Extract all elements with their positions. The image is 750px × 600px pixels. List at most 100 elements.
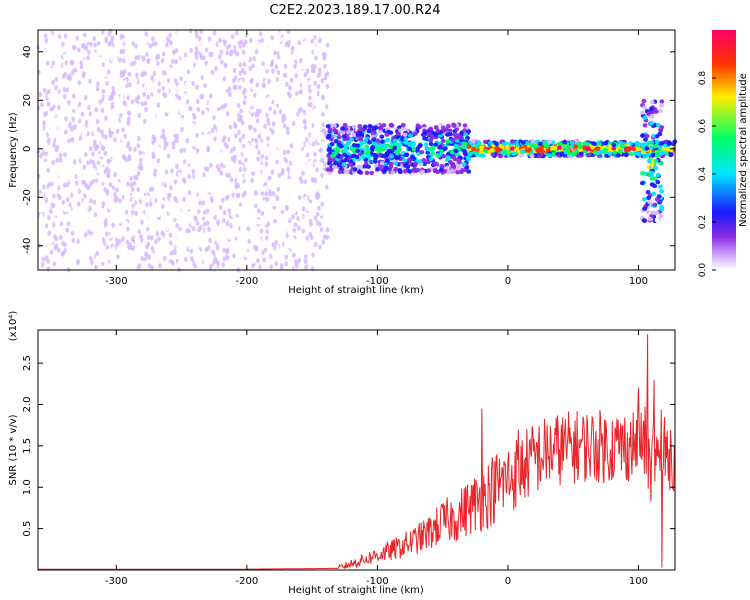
spectrogram-cell (644, 146, 650, 151)
x-tick-label: 100 (629, 276, 648, 287)
spectrogram-cell (223, 62, 228, 68)
spectrogram-cell (75, 115, 79, 122)
spectrogram-cell (186, 199, 190, 206)
spectrogram-cell (165, 107, 169, 113)
spectrogram-cell (186, 218, 191, 224)
spectrogram-cell (637, 152, 642, 157)
spectrogram-cell (147, 171, 151, 177)
spectrogram-cell (272, 201, 276, 207)
spectrogram-cell (62, 215, 66, 221)
spectrogram-cell (87, 246, 92, 252)
spectrogram-cell (225, 247, 230, 253)
spectrogram-cell (229, 177, 234, 183)
spectrogram-cell (156, 126, 161, 132)
spectrogram-cell (38, 108, 43, 114)
spectrogram-cell (151, 36, 155, 42)
spectrogram-cell (482, 139, 488, 145)
spectrogram-cell (433, 167, 438, 173)
spectrogram-cell (186, 69, 191, 75)
spectrogram-cell (234, 182, 239, 188)
spectrogram-cell (144, 221, 148, 227)
spectrogram-cell (66, 207, 70, 213)
spectrogram-cell (56, 172, 61, 178)
spectrogram-cell (150, 197, 155, 203)
spectrogram-cell (181, 191, 185, 197)
spectrogram-cell (52, 142, 56, 148)
spectrogram-cell (226, 168, 230, 174)
spectrogram-cell (187, 204, 192, 210)
spectrogram-cell (457, 160, 462, 165)
spectrogram-cell (63, 33, 68, 39)
spectrogram-cell (331, 164, 337, 170)
spectrogram-cell (428, 156, 434, 162)
spectrogram-cell (306, 206, 311, 212)
spectrogram-cell (299, 214, 304, 220)
spectrogram-cell (105, 266, 109, 272)
spectrogram-cell (126, 110, 131, 116)
spectrogram-cell (230, 120, 234, 126)
spectrogram-cell (225, 58, 229, 64)
spectrogram-cell (153, 198, 158, 204)
spectrogram-cell (363, 161, 369, 166)
colorbar-label: Normalized spectral amplitude (738, 73, 749, 227)
spectrogram-cell (144, 106, 148, 112)
spectrogram-cell (157, 211, 161, 217)
spectrogram-cell (372, 152, 378, 158)
spectrogram-cell (79, 211, 84, 217)
spectrogram-cell (419, 150, 425, 155)
spectrogram-cell (312, 200, 317, 206)
spectrogram-cell (501, 141, 507, 147)
spectrogram-cell (196, 249, 201, 255)
spectrogram-cell (178, 64, 182, 70)
spectrogram-cell (267, 71, 272, 77)
spectrogram-cell (78, 163, 82, 169)
spectrogram-cell (119, 33, 124, 39)
spectrogram-cell (223, 39, 227, 45)
spectrogram-cell (279, 249, 284, 255)
spectrogram-cell (266, 120, 271, 126)
spectrogram-cell (123, 170, 128, 176)
spectrogram-cell (184, 81, 189, 88)
spectrogram-cell (317, 153, 322, 159)
spectrogram-cell (136, 135, 141, 142)
snr-background (38, 330, 675, 570)
spectrogram-cell (161, 128, 166, 134)
spectrogram-cell (121, 236, 125, 242)
spectrogram-cell (315, 167, 320, 173)
spectrogram-cell (263, 123, 267, 129)
spectrogram-cell (246, 226, 251, 232)
spectrogram-cell (100, 159, 105, 166)
spectrogram-cell (379, 139, 385, 144)
spectrogram-cell (631, 146, 636, 152)
spectrogram-cell (276, 69, 281, 75)
spectrogram-cell (254, 203, 258, 209)
spectrogram-cell (273, 218, 277, 224)
spectrogram-cell (628, 151, 634, 157)
spectrogram-cell (150, 186, 155, 192)
spectrogram-cell (297, 116, 301, 123)
spectrogram-cell (297, 194, 302, 201)
spectrogram-cell (246, 142, 250, 148)
spectrogram-cell (249, 108, 253, 114)
spectrogram-cell (285, 233, 289, 239)
spectrogram-cell (182, 171, 186, 177)
spectrogram-cell (65, 166, 69, 172)
spectrogram-cell (304, 189, 309, 195)
spectrogram-cell (93, 212, 98, 218)
spectrogram-cell (40, 102, 44, 108)
spectrogram-cell (151, 177, 155, 183)
spectrogram-cell (195, 132, 199, 139)
spectrogram-cell (265, 64, 270, 70)
spectrogram-cell (156, 60, 160, 66)
spectrogram-cell (262, 257, 266, 263)
spectrogram-cell (237, 47, 242, 54)
spectrogram-cell (145, 253, 149, 259)
spectrogram-cell (95, 188, 99, 194)
spectrogram-cell (47, 215, 51, 221)
spectrogram-cell (211, 249, 215, 255)
spectrogram-cell (297, 76, 302, 83)
spectrogram-cell (220, 145, 224, 151)
spectrogram-cell (261, 158, 266, 164)
spectrogram-cell (658, 161, 664, 166)
spectrogram-cell (403, 163, 408, 168)
